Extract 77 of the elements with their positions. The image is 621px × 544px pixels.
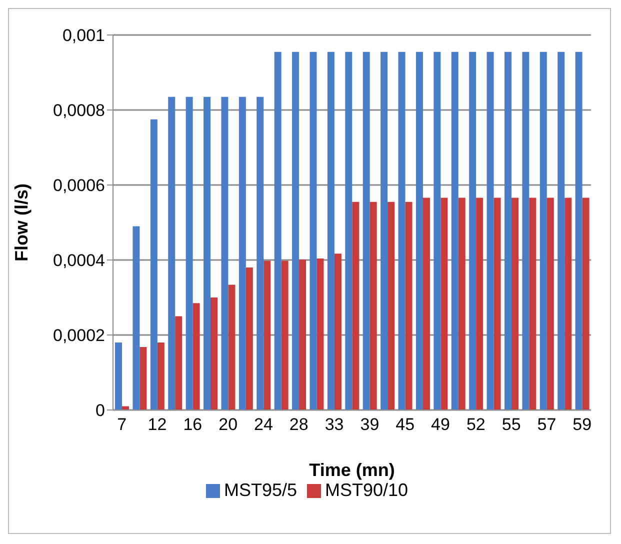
bar [422, 198, 430, 410]
x-tick-label: 20 [218, 415, 238, 434]
x-tick-label: 45 [396, 415, 415, 434]
legend-label: MST95/5 [224, 480, 297, 500]
bar [256, 96, 264, 410]
bar [175, 316, 182, 410]
bar [345, 52, 352, 410]
bar [529, 198, 536, 410]
bar [316, 258, 324, 410]
y-tick-label: 0,001 [62, 26, 105, 46]
bar [264, 260, 271, 410]
bar [327, 52, 334, 410]
bar [380, 52, 388, 410]
bar [451, 52, 458, 410]
bar [546, 198, 554, 410]
bar [221, 96, 228, 410]
bar [434, 52, 441, 410]
y-tick-label: 0,0004 [53, 251, 105, 270]
bar [157, 342, 164, 410]
bar [299, 260, 306, 410]
bar [575, 52, 582, 410]
bar [132, 226, 140, 410]
bar [522, 52, 530, 410]
bar [192, 303, 200, 410]
x-tick-label: 55 [502, 415, 521, 434]
bar [582, 198, 590, 410]
bar [486, 52, 494, 410]
bar [440, 198, 448, 410]
bar [210, 298, 218, 410]
bar [352, 202, 360, 410]
bar [494, 198, 501, 410]
bar [558, 52, 565, 410]
bar [238, 96, 246, 410]
bar [388, 202, 395, 410]
x-tick-label: 16 [183, 415, 202, 434]
bar [469, 52, 476, 410]
y-axis-title: Flow (l/s) [11, 184, 32, 262]
x-tick-label: 57 [537, 415, 556, 434]
bar [150, 119, 158, 410]
bar [398, 52, 406, 410]
bar [168, 96, 176, 410]
bar [334, 254, 342, 410]
bar [362, 52, 370, 410]
y-tick-label: 0,0002 [53, 326, 105, 346]
bar [370, 202, 377, 410]
bar [246, 268, 253, 410]
x-tick-label: 28 [289, 415, 308, 434]
bar [458, 198, 466, 410]
bar [274, 52, 282, 410]
bar [405, 202, 412, 410]
bar [281, 260, 288, 410]
x-tick-label: 7 [117, 415, 127, 434]
bar [115, 342, 122, 410]
x-tick-label: 49 [431, 415, 450, 434]
y-tick-label: 0,0006 [53, 176, 105, 196]
bar [310, 52, 317, 410]
bar [540, 52, 547, 410]
y-tick-label: 0,0008 [53, 101, 105, 120]
bar [416, 52, 423, 410]
x-tick-label: 39 [360, 415, 380, 434]
bar [504, 52, 512, 410]
bar [204, 96, 211, 410]
x-tick-label: 33 [324, 415, 344, 434]
legend-label: MST90/10 [324, 480, 408, 500]
bar [140, 347, 147, 410]
x-tick-label: 59 [572, 415, 592, 434]
x-tick-label: 24 [254, 415, 273, 434]
bar [564, 198, 572, 410]
y-tick-label: 0 [96, 401, 105, 420]
x-axis-title: Time (mn) [309, 460, 395, 480]
bar [186, 96, 193, 410]
x-tick-label: 52 [466, 415, 486, 434]
x-tick-label: 12 [148, 415, 167, 434]
bar [292, 52, 300, 410]
bar [228, 284, 236, 410]
bar [511, 198, 518, 410]
bar [476, 198, 484, 410]
